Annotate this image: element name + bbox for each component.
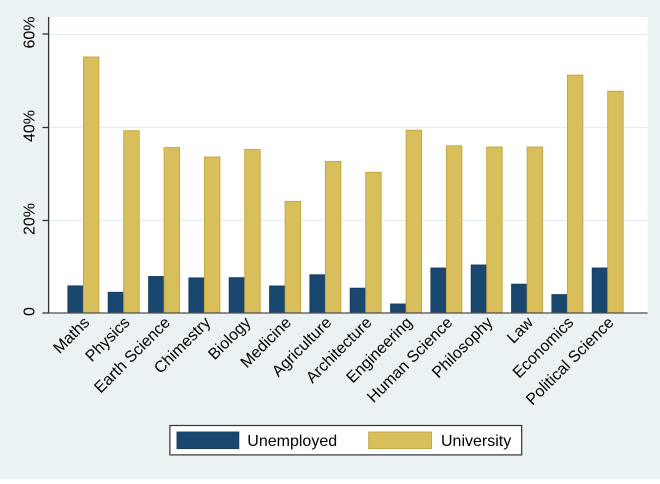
svg-text:60%: 60% bbox=[22, 16, 39, 48]
svg-text:40%: 40% bbox=[22, 110, 39, 142]
svg-text:0: 0 bbox=[22, 307, 39, 316]
svg-text:20%: 20% bbox=[22, 203, 39, 235]
svg-text:University: University bbox=[441, 433, 511, 450]
svg-text:Unemployed: Unemployed bbox=[247, 433, 337, 450]
